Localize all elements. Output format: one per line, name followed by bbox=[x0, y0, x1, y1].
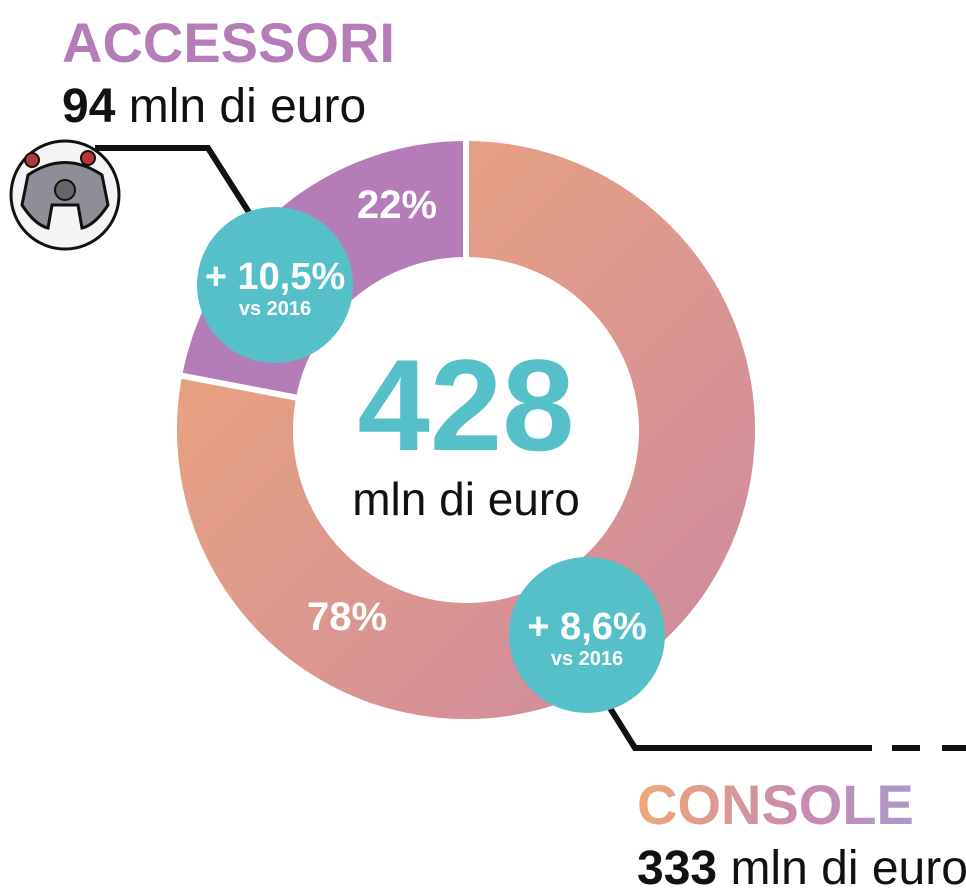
wheel-icon bbox=[9, 139, 121, 251]
growth-note: vs 2016 bbox=[239, 298, 311, 320]
category-title: CONSOLE bbox=[637, 773, 914, 836]
badges: + 10,5%vs 2016+ 8,6%vs 2016 bbox=[197, 207, 665, 713]
amount-value: 94 bbox=[62, 80, 116, 133]
amount-unit: mln di euro bbox=[129, 80, 366, 133]
growth-badge bbox=[509, 557, 665, 713]
amount-unit: mln di euro bbox=[730, 842, 966, 893]
amount-value: 333 bbox=[637, 842, 717, 893]
total-unit: mln di euro bbox=[352, 473, 580, 525]
leader-line bbox=[95, 145, 253, 216]
total-value: 428 bbox=[358, 332, 575, 478]
amount: 333 mln di euro bbox=[637, 842, 966, 893]
amount: 94 mln di euro bbox=[62, 80, 366, 133]
category-title: ACCESSORI bbox=[62, 11, 395, 74]
growth-label: + 8,6% bbox=[527, 606, 646, 648]
value-label: 78% bbox=[307, 595, 387, 639]
growth-badge bbox=[197, 207, 353, 363]
value-label: 22% bbox=[357, 183, 437, 227]
growth-note: vs 2016 bbox=[551, 648, 623, 670]
leader-line bbox=[602, 698, 872, 751]
growth-label: + 10,5% bbox=[205, 256, 346, 298]
